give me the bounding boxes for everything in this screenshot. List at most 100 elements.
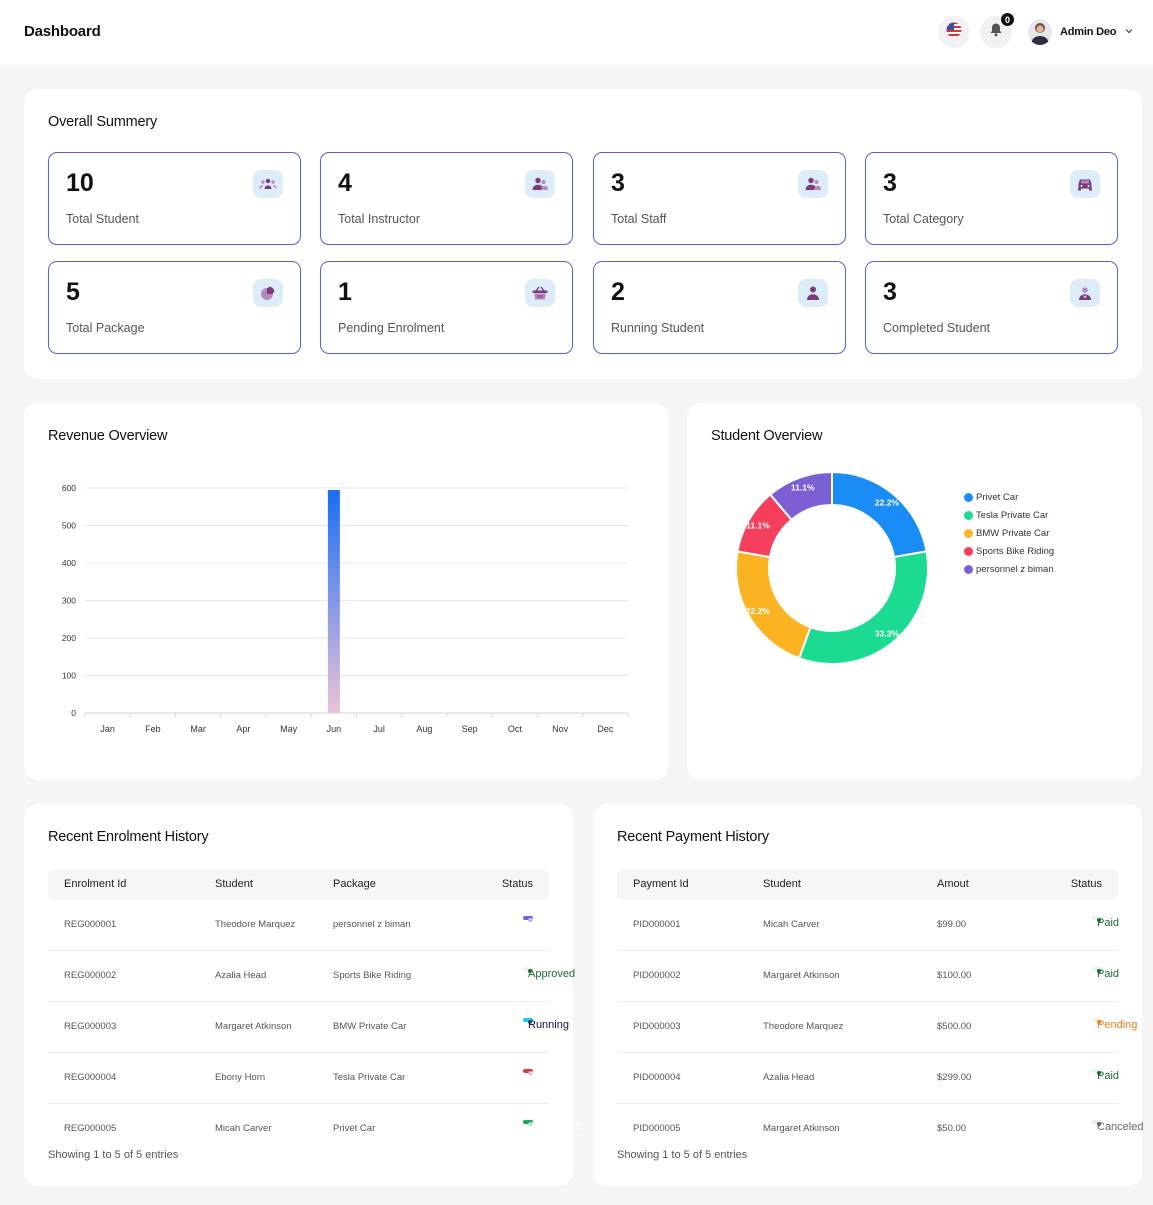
legend-item[interactable]: Privet Car (964, 488, 1054, 506)
stat-pending-enrolment[interactable]: 1 Pending Enrolment (320, 261, 573, 354)
column-header[interactable]: Student (763, 878, 801, 890)
stat-total-instructor[interactable]: 4 Total Instructor (320, 152, 573, 245)
legend-marker (964, 528, 973, 538)
stat-value: 10 (66, 169, 94, 197)
user-name: Admin Deo (1060, 26, 1117, 38)
x-tick-label: Jun (327, 724, 342, 734)
summary-title: Overall Summery (48, 114, 157, 130)
student-name: Margaret Atkinson (763, 970, 840, 981)
column-header[interactable]: Status (1070, 878, 1102, 890)
column-header[interactable]: Status (501, 878, 533, 890)
payment-id: PID000003 (633, 1021, 681, 1032)
enrolment-id: REG000004 (64, 1072, 117, 1083)
chevron-down-icon (1124, 23, 1134, 41)
student-name: Theodore Marquez (215, 919, 296, 930)
student-name: Margaret Atkinson (763, 1123, 840, 1134)
stat-label: Total Package (66, 321, 145, 335)
student-overview-title: Student Overview (711, 428, 823, 444)
x-tick-label: Apr (236, 724, 250, 734)
student-icon (1070, 279, 1100, 307)
enrolment-id: REG000001 (64, 919, 117, 930)
table-row[interactable]: REG000004 Ebony Horn Tesla Private Car C… (48, 1053, 562, 1104)
y-tick-label: 100 (62, 671, 76, 681)
user-menu[interactable]: Admin Deo (1028, 18, 1134, 46)
stat-total-staff[interactable]: 3 Total Staff (593, 152, 846, 245)
legend-item[interactable]: personnel z biman (964, 560, 1054, 578)
table-row[interactable]: PID000002 Margaret Atkinson $100.00 Paid (617, 951, 1119, 1002)
stat-total-category[interactable]: 3 Total Category (865, 152, 1118, 245)
payment-history-card: Recent Payment History Payment Id Studen… (593, 804, 1143, 1186)
stat-total-package[interactable]: 5 Total Package (48, 261, 301, 354)
revenue-overview-card: Revenue Overview 600 500 400 300 200 100 0 Jan F… (24, 403, 668, 780)
page-title: Dashboard (24, 23, 101, 40)
status-badge: Cancel (523, 1069, 562, 1082)
package-name: Sports Bike Riding (333, 970, 412, 981)
x-tick-label: Jul (373, 724, 385, 734)
stat-value: 3 (883, 278, 897, 306)
table-header: Payment Id Student Amout Status (617, 869, 1118, 900)
legend-item[interactable]: Tesla Private Car (964, 506, 1054, 524)
payment-id: PID000001 (633, 919, 681, 930)
status-text: Paid (1097, 917, 1120, 929)
table-row[interactable]: PID000003 Theodore Marquez $500.00 Pendi… (617, 1002, 1137, 1053)
status-text: Running (528, 1019, 569, 1031)
basket-icon (525, 279, 555, 307)
pie-slice-0[interactable] (831, 470, 928, 559)
notification-button[interactable]: 0 (980, 12, 1015, 48)
legend-item[interactable]: Sports Bike Riding (964, 542, 1054, 560)
stat-completed-student[interactable]: 3 Completed Student (865, 261, 1118, 354)
amount: $100.00 (937, 970, 972, 981)
y-tick-label: 600 (62, 483, 76, 493)
column-header[interactable]: Package (333, 878, 376, 890)
revenue-title: Revenue Overview (48, 428, 168, 444)
package-name: Tesla Private Car (333, 1072, 406, 1083)
stat-label: Total Category (883, 212, 964, 226)
student-donut-chart: 22.2% 33.3% 22.2% 11.1% 11.1% (735, 470, 929, 663)
status-text: Pending (1097, 1019, 1138, 1031)
table-row[interactable]: REG000005 Micah Carver Privet Car Comple… (48, 1104, 581, 1155)
column-header[interactable]: Enrolment Id (64, 878, 127, 890)
enrolment-id: REG000003 (64, 1021, 117, 1032)
table-row[interactable]: REG000001 Theodore Marquez personnel z b… (48, 900, 568, 951)
stat-label: Total Student (66, 212, 139, 226)
legend-label: Sports Bike Riding (976, 545, 1055, 557)
legend-label: Privet Car (976, 491, 1019, 503)
top-bar: Dashboard 0 (0, 0, 1153, 65)
x-tick-label: May (280, 724, 298, 734)
status-badge: Completed (523, 1120, 581, 1133)
legend-marker (964, 510, 973, 520)
payment-id: PID000004 (633, 1072, 681, 1083)
amount: $500.00 (937, 1021, 972, 1032)
column-header[interactable]: Student (215, 878, 253, 890)
language-button[interactable] (938, 16, 970, 48)
status-badge: Running (523, 1018, 569, 1031)
student-name: Theodore Marquez (763, 1021, 844, 1032)
notification-count-badge: 0 (1000, 12, 1015, 27)
legend-item[interactable]: BMW Private Car (964, 524, 1054, 542)
table-row[interactable]: PID000001 Micah Carver $99.00 Paid (617, 900, 1119, 951)
pie-slice-4[interactable] (768, 470, 833, 522)
car-icon (1070, 170, 1100, 198)
stat-total-student[interactable]: 10 Total Student (48, 152, 301, 245)
status-badge: Paid (1092, 967, 1119, 980)
amount: $299.00 (937, 1072, 972, 1083)
column-header[interactable]: Payment Id (633, 878, 689, 890)
stat-label: Total Staff (611, 212, 667, 226)
legend-marker (964, 492, 973, 502)
column-header[interactable]: Amout (937, 878, 969, 890)
x-tick-label: Oct (508, 724, 523, 734)
revenue-bar-chart: 600 500 400 300 200 100 0 Jan Feb Mar Apr May Jun Jul… (62, 483, 629, 734)
table-row[interactable]: PID000004 Azalia Head $299.00 Paid (617, 1053, 1119, 1104)
status-badge: Paid (1092, 916, 1119, 929)
bar-jun[interactable] (327, 490, 340, 713)
stat-running-student[interactable]: 2 Running Student (593, 261, 846, 354)
status-text: Paid (1097, 968, 1120, 980)
y-tick-label: 0 (71, 708, 76, 718)
stat-value: 2 (611, 278, 625, 306)
table-row[interactable]: REG000003 Margaret Atkinson BMW Private … (48, 1002, 569, 1053)
table-row[interactable]: PID000005 Margaret Atkinson $50.00 Cance… (617, 1104, 1143, 1155)
student-name: Azalia Head (215, 970, 267, 981)
y-tick-label: 400 (62, 558, 76, 568)
table-row[interactable]: REG000002 Azalia Head Sports Bike Riding… (48, 951, 575, 1002)
pie-slice-1[interactable] (797, 550, 929, 663)
